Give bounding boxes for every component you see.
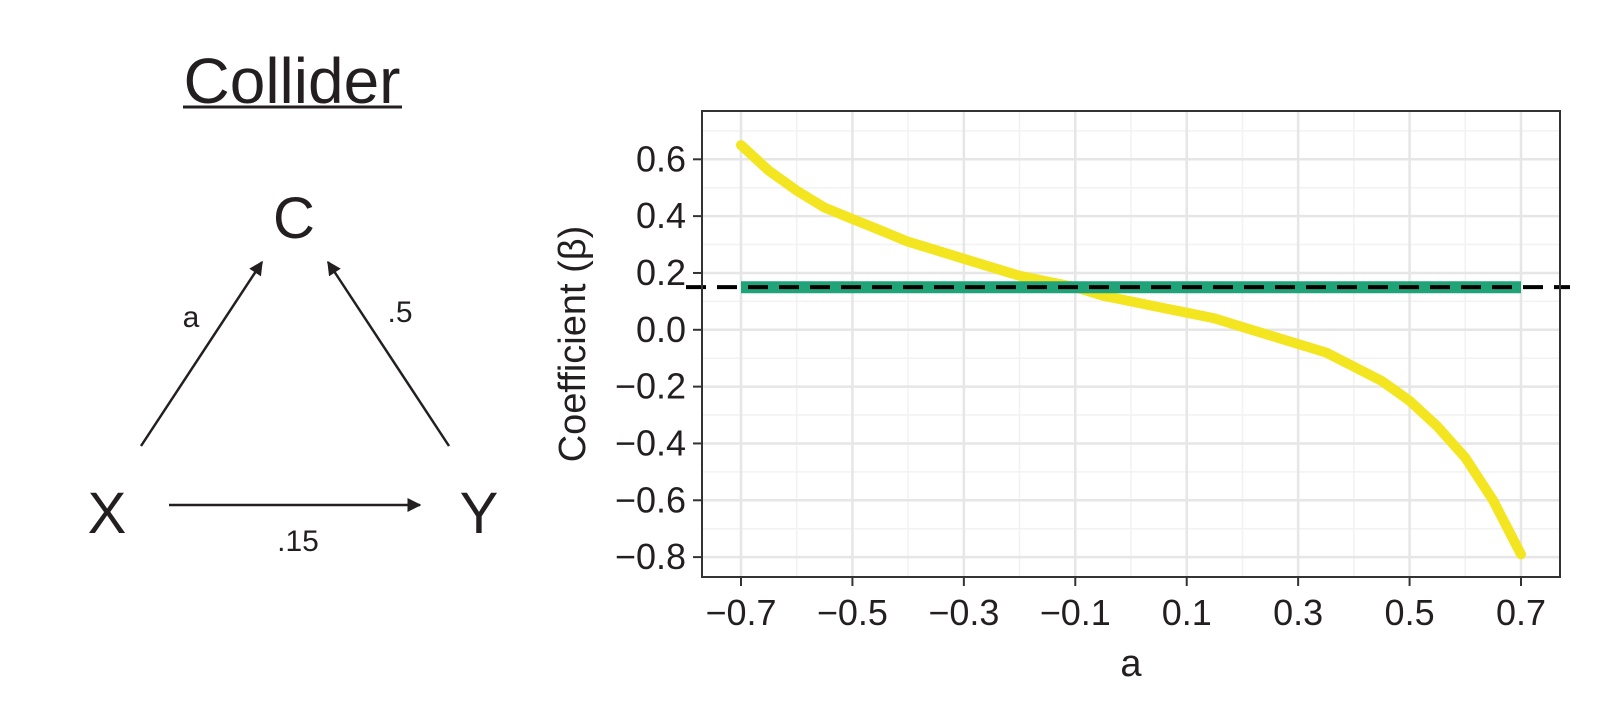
node-c: C <box>273 186 315 251</box>
plot-panel-border <box>701 110 1561 578</box>
x-axis-title: a <box>1120 643 1142 685</box>
y-tick-label: −0.6 <box>615 479 686 520</box>
y-tick-label: 0.2 <box>636 252 686 293</box>
edge-label-y-to-c: .5 <box>387 296 412 329</box>
y-tick-label: −0.2 <box>615 366 686 407</box>
edge-x-to-c <box>139 260 264 447</box>
x-tick-label: 0.7 <box>1496 592 1546 633</box>
y-tick-label: 0.0 <box>636 309 686 350</box>
edge-y-to-c <box>326 260 451 447</box>
x-tick-label: −0.3 <box>928 592 999 633</box>
x-tick-label: −0.5 <box>817 592 888 633</box>
y-axis-ticks: −0.8 −0.6 −0.4 −0.2 0.0 0.2 0.4 0.6 <box>615 138 702 577</box>
coefficient-chart: −0.7 −0.5 −0.3 −0.1 0.1 0.3 0.5 0.7 −0.8−0.6−0.… <box>552 110 1570 685</box>
node-x: X <box>88 481 127 546</box>
x-tick-label: −0.1 <box>1040 592 1111 633</box>
series-layer <box>686 140 1570 560</box>
x-axis-ticks: −0.7 −0.5 −0.3 −0.1 0.1 0.3 0.5 0.7 <box>705 577 1546 633</box>
collider-diagram: Collider C X Y a .5 .15 <box>88 45 499 558</box>
y-tick-label: 0.4 <box>636 195 686 236</box>
diagram-title: Collider <box>184 45 401 117</box>
y-tick-label: −0.8 <box>615 536 686 577</box>
y-tick-label: −0.4 <box>615 422 686 463</box>
minor-grid <box>702 111 1560 577</box>
edge-label-x-to-y: .15 <box>277 525 319 558</box>
x-tick-label: −0.7 <box>705 592 776 633</box>
series-line-yellow <box>736 140 1526 560</box>
x-tick-label: 0.1 <box>1162 592 1212 633</box>
y-axis-title: Coefficient (β) <box>552 226 594 463</box>
y-tick-label: 0.6 <box>636 138 686 179</box>
x-tick-label: 0.3 <box>1273 592 1323 633</box>
node-y: Y <box>460 481 499 546</box>
x-tick-label: 0.5 <box>1385 592 1435 633</box>
edge-label-a: a <box>183 301 200 334</box>
major-grid <box>702 111 1560 577</box>
